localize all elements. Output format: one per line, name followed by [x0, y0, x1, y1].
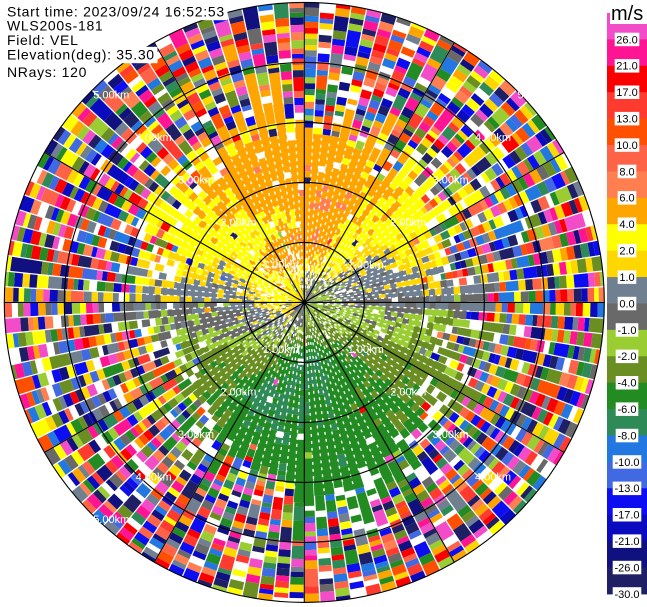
svg-text:5.00km: 5.00km: [517, 90, 553, 102]
svg-text:5.00km: 5.00km: [93, 90, 129, 102]
svg-text:10.0: 10.0: [616, 140, 637, 152]
svg-text:-10.0: -10.0: [614, 457, 639, 469]
svg-text:-8.0: -8.0: [618, 430, 637, 442]
svg-text:1.00km: 1.00km: [348, 259, 384, 271]
svg-text:-26.0: -26.0: [614, 562, 639, 574]
svg-text:-17.0: -17.0: [614, 510, 639, 522]
svg-text:5.00km: 5.00km: [93, 514, 129, 526]
svg-text:17.0: 17.0: [616, 87, 637, 99]
svg-text:13.0: 13.0: [616, 114, 637, 126]
svg-text:21.0: 21.0: [616, 61, 637, 73]
svg-text:Start time: 2023/09/24 16:52:5: Start time: 2023/09/24 16:52:53: [7, 3, 225, 19]
svg-text:3.00km: 3.00km: [178, 429, 214, 441]
svg-text:4.00km: 4.00km: [475, 132, 511, 144]
svg-text:1.00km: 1.00km: [263, 259, 299, 271]
svg-text:-13.0: -13.0: [614, 483, 639, 495]
svg-text:0.0: 0.0: [619, 298, 634, 310]
svg-text:NRays: 120: NRays: 120: [7, 64, 87, 80]
svg-text:1.00km: 1.00km: [348, 344, 384, 356]
svg-text:2.00km: 2.00km: [390, 217, 426, 229]
svg-text:4.00km: 4.00km: [136, 471, 172, 483]
svg-text:2.00km: 2.00km: [220, 217, 256, 229]
svg-text:-30.0: -30.0: [614, 589, 639, 601]
svg-text:-2.0: -2.0: [618, 351, 637, 363]
svg-text:3.00km: 3.00km: [178, 174, 214, 186]
svg-text:3.00km: 3.00km: [433, 174, 469, 186]
svg-text:3.00km: 3.00km: [433, 429, 469, 441]
svg-text:2.00km: 2.00km: [390, 387, 426, 399]
svg-text:4.00km: 4.00km: [136, 132, 172, 144]
svg-text:4.0: 4.0: [619, 219, 634, 231]
svg-text:-4.0: -4.0: [618, 378, 637, 390]
svg-text:6.0: 6.0: [619, 193, 634, 205]
svg-text:2.0: 2.0: [619, 246, 634, 258]
svg-text:4.00km: 4.00km: [475, 471, 511, 483]
svg-text:26.0: 26.0: [616, 34, 637, 46]
svg-text:5.00km: 5.00km: [517, 514, 553, 526]
svg-text:-1.0: -1.0: [618, 325, 637, 337]
svg-text:-6.0: -6.0: [618, 404, 637, 416]
svg-text:WLS200s-181: WLS200s-181: [7, 18, 103, 34]
svg-text:2.00km: 2.00km: [220, 387, 256, 399]
svg-text:Elevation(deg): 35.30: Elevation(deg): 35.30: [7, 46, 155, 62]
svg-text:1.0: 1.0: [619, 272, 634, 284]
svg-text:m/s: m/s: [611, 3, 643, 25]
svg-text:-21.0: -21.0: [614, 536, 639, 548]
svg-text:1.00km: 1.00km: [263, 344, 299, 356]
svg-text:Field: VEL: Field: VEL: [7, 32, 79, 48]
svg-text:8.0: 8.0: [619, 166, 634, 178]
